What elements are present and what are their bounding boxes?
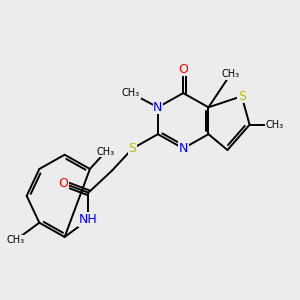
Text: N: N (153, 101, 163, 114)
Text: CH₃: CH₃ (7, 235, 25, 245)
Text: N: N (178, 142, 188, 155)
Text: CH₃: CH₃ (97, 147, 115, 157)
Text: CH₃: CH₃ (266, 120, 284, 130)
Text: S: S (238, 90, 246, 103)
Text: O: O (58, 177, 68, 190)
Text: S: S (129, 142, 136, 155)
Text: CH₃: CH₃ (222, 69, 240, 79)
Text: O: O (178, 63, 188, 76)
Text: CH₃: CH₃ (122, 88, 140, 98)
Text: NH: NH (79, 213, 98, 226)
